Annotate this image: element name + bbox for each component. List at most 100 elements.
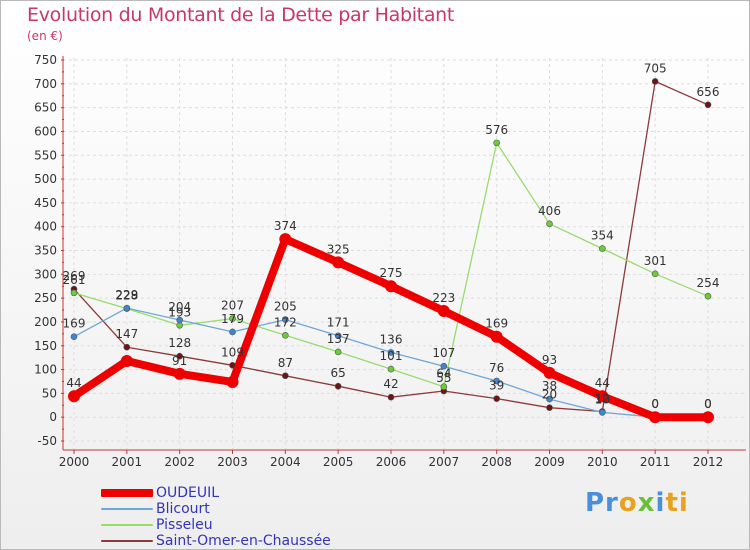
series-point (387, 365, 395, 373)
series-point (546, 220, 553, 228)
axes: -500501001502002503003504004505005506006… (34, 53, 746, 469)
series-point (543, 366, 556, 379)
data-label: 12 (595, 391, 610, 405)
series-point (123, 343, 131, 351)
y-tick-label: 100 (34, 363, 57, 377)
series-point (70, 289, 78, 297)
x-tick-label: 2006 (376, 455, 407, 469)
data-label: 207 (221, 299, 244, 313)
data-label: 44 (595, 376, 610, 390)
x-tick-label: 2012 (693, 455, 724, 469)
y-tick-label: 150 (34, 339, 57, 353)
legend-swatch (101, 508, 153, 510)
series-point (651, 270, 659, 278)
x-tick-label: 2011 (640, 455, 671, 469)
data-label: 0 (704, 397, 712, 411)
data-label: 223 (432, 291, 455, 305)
series-point (279, 233, 292, 246)
series-point (490, 330, 503, 343)
series-point (387, 349, 395, 356)
series-point (493, 395, 500, 402)
series-point (440, 362, 448, 370)
x-tick-label: 2008 (481, 455, 512, 469)
logo-part: ti (665, 488, 689, 518)
data-label: 193 (168, 305, 191, 319)
y-tick-label: 0 (49, 410, 57, 424)
data-label: 205 (274, 300, 297, 314)
series-point (651, 78, 659, 85)
series-point (176, 316, 183, 324)
series-point (599, 245, 606, 252)
y-tick-label: 750 (34, 53, 57, 67)
data-label: 374 (274, 219, 297, 233)
data-label: 20 (542, 388, 557, 402)
data-label: 254 (697, 276, 720, 290)
series-points (68, 78, 714, 424)
data-label: 136 (380, 332, 403, 346)
chart-title: Evolution du Montant de la Dette par Hab… (27, 4, 455, 26)
series-point (704, 101, 712, 109)
data-label: 42 (383, 377, 398, 391)
data-label: 229 (115, 288, 138, 302)
data-label: 169 (63, 317, 86, 331)
series-point (229, 328, 236, 336)
logo-part: Pr (585, 488, 619, 518)
series-labels: 269 147 128 109 87 65 42 55 39 20 12 705 656 261 228 19… (63, 61, 720, 411)
y-tick-label: 500 (34, 172, 57, 186)
series-point (332, 256, 345, 269)
data-label: 0 (651, 397, 659, 411)
series-point (702, 411, 714, 424)
x-tick-label: 2001 (112, 455, 143, 469)
series-point (334, 382, 342, 390)
y-tick-label: 300 (34, 267, 57, 281)
y-tick-label: 700 (34, 77, 57, 91)
data-label: 87 (278, 356, 293, 370)
data-label: 38 (542, 379, 557, 393)
data-label: 44 (66, 376, 81, 390)
series-point (437, 304, 450, 317)
data-label: 109 (221, 345, 244, 359)
legend-swatch (101, 524, 153, 526)
series-point (493, 139, 500, 147)
data-label: 64 (436, 367, 451, 381)
series-point (176, 352, 183, 360)
data-label: 269 (63, 269, 86, 283)
series-point (229, 315, 236, 322)
x-tick-label: 2004 (270, 455, 301, 469)
y-tick-label: 600 (34, 124, 57, 138)
data-label: 656 (697, 85, 720, 99)
data-label: 128 (168, 336, 191, 350)
y-tick-label: 400 (34, 220, 57, 234)
data-label: 93 (542, 353, 557, 367)
data-label: 301 (644, 254, 667, 268)
y-tick-label: 200 (34, 315, 57, 329)
series-point (173, 367, 186, 380)
legend-label: OUDEUIL (156, 485, 220, 501)
data-label: 101 (380, 349, 403, 363)
data-label: 204 (168, 300, 191, 314)
data-label: 55 (436, 371, 451, 385)
x-tick-label: 2003 (217, 455, 248, 469)
y-tick-label: 250 (34, 291, 57, 305)
legend-swatch (101, 489, 153, 497)
legend-label: Blicourt (156, 501, 210, 517)
data-label: 147 (115, 327, 138, 341)
y-tick-label: 550 (34, 148, 57, 162)
x-tick-label: 2005 (323, 455, 354, 469)
data-label: 228 (115, 289, 138, 303)
y-tick-label: 350 (34, 244, 57, 258)
series-point (120, 354, 133, 367)
series-point (440, 383, 448, 391)
data-label: 354 (591, 229, 614, 243)
data-label: 406 (538, 204, 561, 218)
data-label: 137 (327, 332, 350, 346)
x-tick-label: 2007 (429, 455, 460, 469)
series-point (334, 332, 342, 340)
data-label: 576 (485, 123, 508, 137)
series-point (387, 393, 395, 401)
data-label: 325 (327, 242, 350, 256)
x-tick-label: 2009 (534, 455, 565, 469)
series-point (596, 390, 609, 403)
series-point (599, 409, 606, 416)
